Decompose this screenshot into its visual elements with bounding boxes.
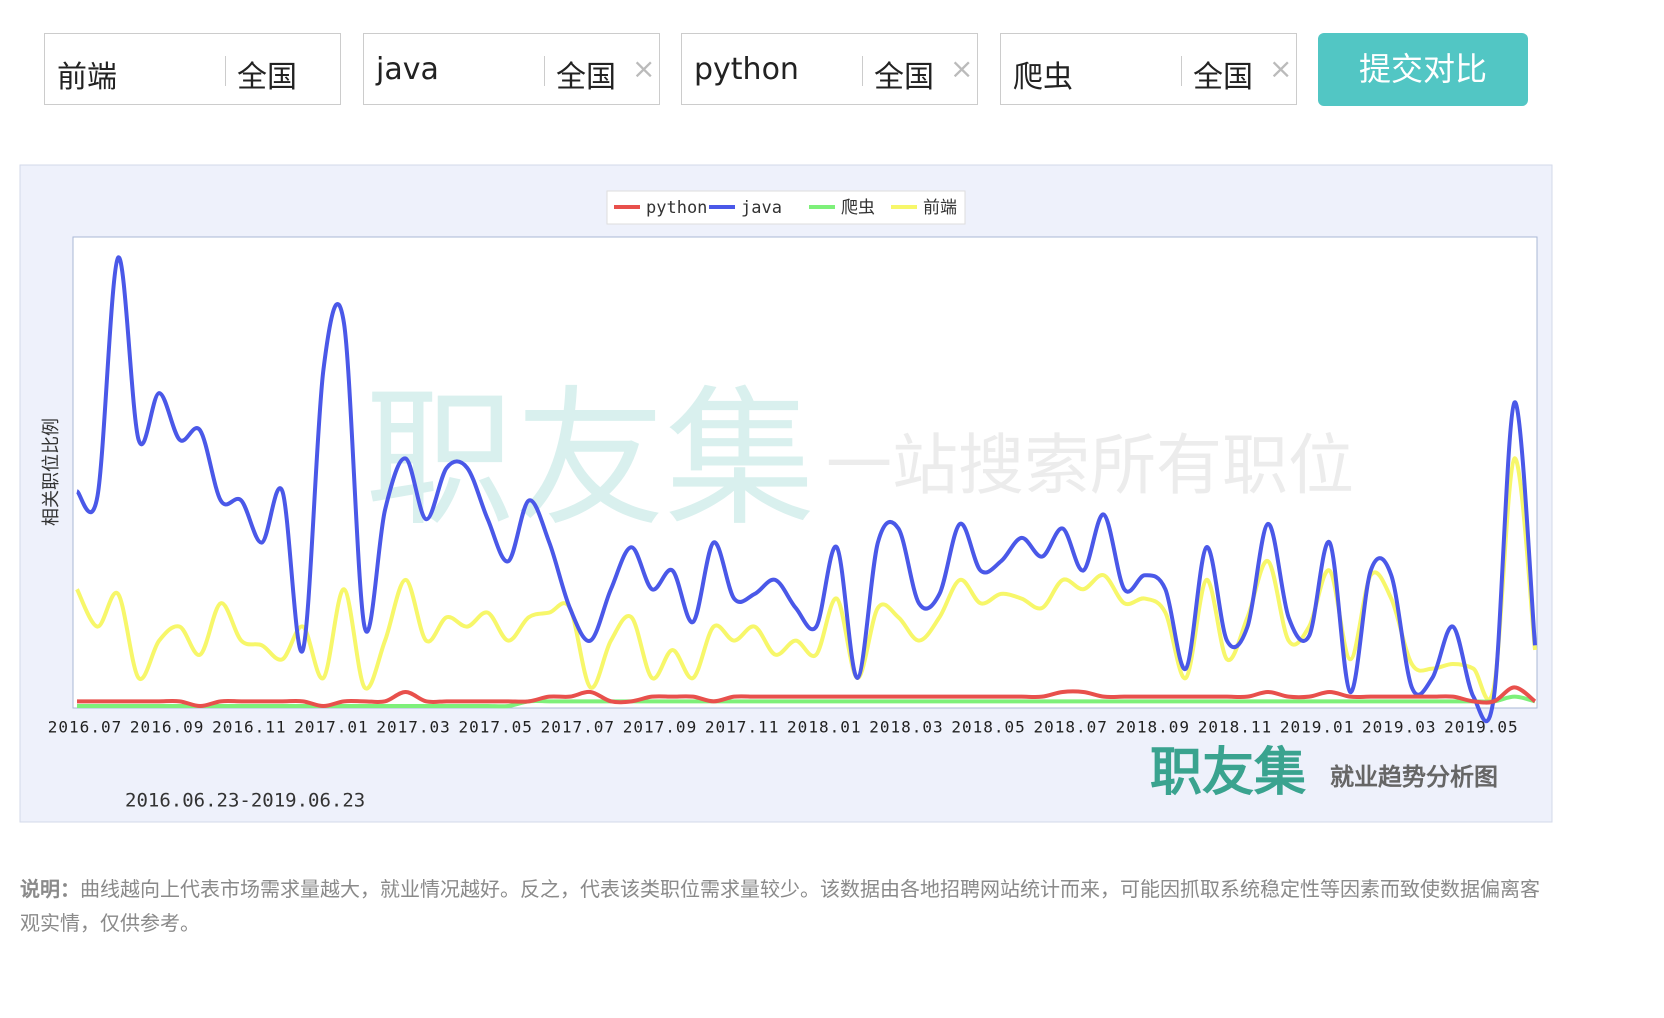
series-line <box>77 685 1537 708</box>
x-tick-label: 2019.03 <box>1362 718 1436 737</box>
x-tick-label: 2017.09 <box>623 718 697 737</box>
description: 说明：曲线越向上代表市场需求量越大，就业情况越好。反之，代表该类职位需求量较少。… <box>20 872 1550 940</box>
x-tick-label: 2018.05 <box>951 718 1025 737</box>
legend-label: 前端 <box>923 198 957 218</box>
remove-icon[interactable]: × <box>632 52 656 85</box>
watermark-brand: 职友集 <box>365 373 815 547</box>
x-tick-label: 2017.11 <box>705 718 779 737</box>
description-text: 曲线越向上代表市场需求量越大，就业情况越好。反之，代表该类职位需求量较少。该数据… <box>20 877 1540 935</box>
series-line <box>75 255 1537 724</box>
chart: 职友集 一站搜索所有职位 相关职位比例 2016.06.23-2019.06.2… <box>19 164 1553 823</box>
x-tick-label: 2018.11 <box>1198 718 1272 737</box>
legend-label: 爬虫 <box>841 198 875 218</box>
description-label: 说明： <box>20 877 80 901</box>
x-tick-label: 2017.07 <box>541 718 615 737</box>
region[interactable]: 全国 <box>237 60 297 95</box>
region[interactable]: 全国 <box>1193 60 1253 95</box>
search-box[interactable]: 爬虫 全国 × <box>1000 33 1297 105</box>
y-axis-label: 相关职位比例 <box>41 418 62 526</box>
search-box[interactable]: python 全国 × <box>681 33 978 105</box>
region[interactable]: 全国 <box>874 60 934 95</box>
submit-button[interactable]: 提交对比 <box>1318 33 1528 106</box>
keyword[interactable]: 爬虫 <box>1013 60 1073 95</box>
keyword[interactable]: 前端 <box>57 60 117 95</box>
x-tick-label: 2019.05 <box>1444 718 1518 737</box>
x-tick-label: 2018.01 <box>787 718 861 737</box>
x-tick-label: 2019.01 <box>1280 718 1354 737</box>
x-tick-label: 2016.07 <box>48 718 122 737</box>
x-tick-label: 2017.01 <box>294 718 368 737</box>
logo-caption: 就业趋势分析图 <box>1330 763 1498 791</box>
x-tick-label: 2017.03 <box>376 718 450 737</box>
legend-label: java <box>741 198 782 218</box>
x-tick-label: 2018.09 <box>1116 718 1190 737</box>
legend-label: python <box>646 198 707 218</box>
remove-icon[interactable]: × <box>950 52 974 85</box>
x-tick-label: 2016.11 <box>212 718 286 737</box>
x-tick-label: 2016.09 <box>130 718 204 737</box>
remove-icon[interactable]: × <box>1269 52 1293 85</box>
watermark-slogan: 一站搜索所有职位 <box>826 427 1354 504</box>
region[interactable]: 全国 <box>556 60 616 95</box>
x-tick-label: 2018.03 <box>869 718 943 737</box>
search-box[interactable]: 前端 全国 <box>44 33 341 105</box>
logo-brand: 职友集 <box>1150 743 1306 803</box>
search-box[interactable]: java 全国 × <box>363 33 660 105</box>
keyword[interactable]: java <box>376 52 439 87</box>
x-tick-label: 2018.07 <box>1033 718 1107 737</box>
date-range: 2016.06.23-2019.06.23 <box>125 790 365 812</box>
x-tick-label: 2017.05 <box>458 718 532 737</box>
keyword[interactable]: python <box>694 52 799 87</box>
